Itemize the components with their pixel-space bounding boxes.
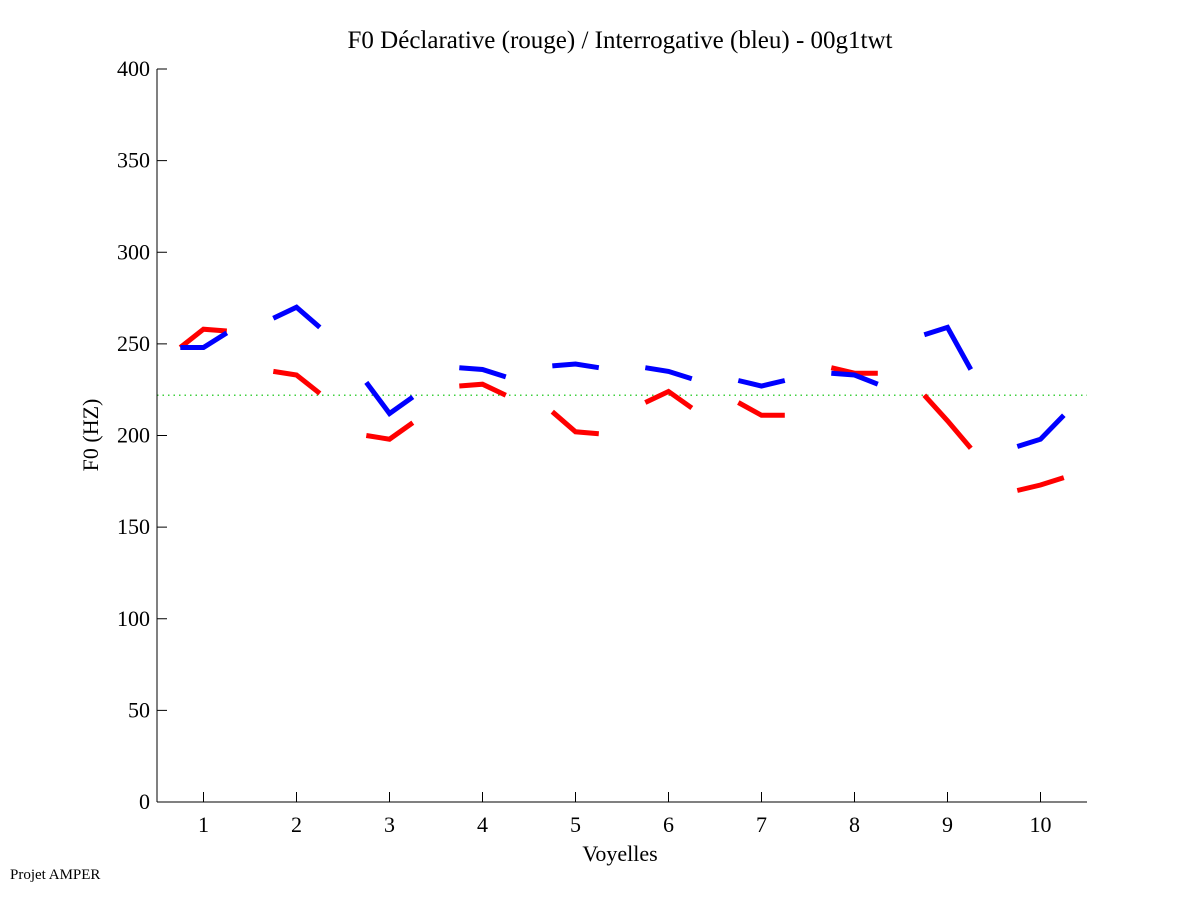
x-ticks: 1 2 3 4 5 6 7 8 9 10 <box>198 792 1052 837</box>
x-tick-label: 5 <box>570 812 581 837</box>
series-declarative <box>178 326 1065 493</box>
y-ticks: 0 50 100 150 200 250 300 350 400 <box>117 56 167 814</box>
series-segment <box>1016 413 1066 449</box>
series-segment <box>923 324 973 371</box>
y-tick-label: 100 <box>117 606 150 631</box>
y-tick-label: 50 <box>128 697 150 722</box>
series-segment <box>365 420 415 442</box>
series-segment <box>178 326 227 350</box>
x-tick-label: 4 <box>477 812 488 837</box>
series-segment <box>737 378 786 389</box>
series-segment <box>180 330 229 350</box>
series-segment <box>459 381 507 398</box>
x-tick-label: 7 <box>756 812 767 837</box>
x-tick-label: 1 <box>198 812 209 837</box>
footer-credit: Projet AMPER <box>10 867 100 883</box>
y-tick-label: 150 <box>117 514 150 539</box>
series-segment <box>644 388 694 411</box>
series-segment <box>644 365 693 382</box>
x-tick-label: 6 <box>663 812 674 837</box>
series-segment <box>364 380 415 417</box>
x-tick-label: 9 <box>942 812 953 837</box>
y-tick-label: 300 <box>117 239 150 264</box>
series-segment <box>552 361 600 371</box>
y-axis-label: F0 (HZ) <box>78 399 103 472</box>
series-segment <box>831 370 879 387</box>
series-segment <box>272 368 322 396</box>
chart-title: F0 Déclarative (rouge) / Interrogative (… <box>348 27 893 54</box>
x-tick-label: 2 <box>291 812 302 837</box>
x-tick-label: 3 <box>384 812 395 837</box>
y-tick-label: 250 <box>117 331 150 356</box>
x-tick-label: 10 <box>1030 812 1052 837</box>
y-tick-label: 350 <box>117 148 150 173</box>
series-segment <box>272 304 322 330</box>
series-interrogative <box>180 304 1066 449</box>
plot-area <box>157 304 1087 493</box>
y-tick-label: 400 <box>117 56 150 81</box>
x-tick-label: 8 <box>849 812 860 837</box>
series-segment <box>459 365 507 380</box>
y-tick-label: 0 <box>139 789 150 814</box>
series-segment <box>1016 475 1065 493</box>
x-axis-label: Voyelles <box>582 841 657 866</box>
y-tick-label: 200 <box>117 423 150 448</box>
series-segment <box>922 393 973 450</box>
series-segment <box>737 400 785 418</box>
series-segment <box>550 409 600 437</box>
